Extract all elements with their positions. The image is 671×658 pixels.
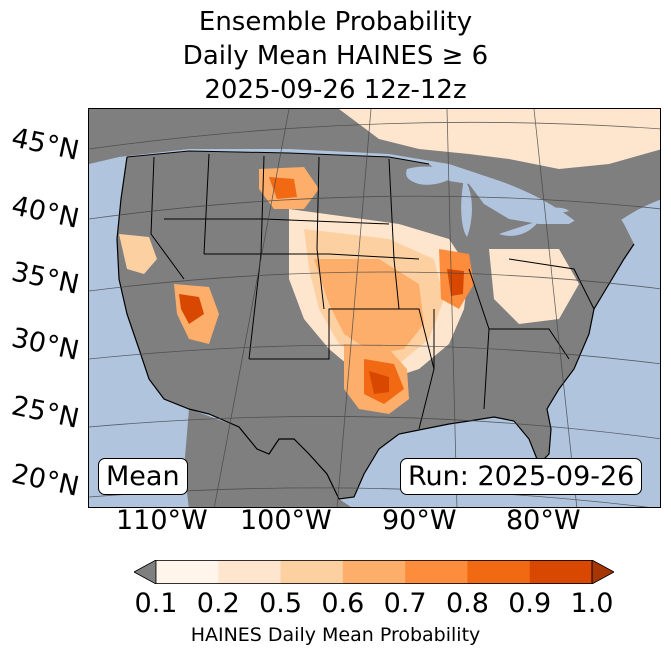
lon-label-90: 90°W [382,505,457,536]
colorbar-tick-label: 0.5 [259,588,303,619]
mexico-land [184,409,351,507]
lat-label-30: 30°N [8,322,82,367]
mean-label: Mean [98,458,188,495]
title-line-2: Daily Mean HAINES ≥ 6 [182,41,489,71]
run-label: Run: 2025-09-26 [400,458,643,495]
canada-prob-band [339,109,660,169]
colorbar-over-arrow [591,560,614,584]
lat-label-40: 40°N [8,190,82,235]
colorbar-tick-label: 0.2 [196,588,240,619]
lon-label-110: 110°W [116,505,208,536]
lat-label-25: 25°N [8,390,82,435]
probability-map [88,108,661,508]
prob-ohio-valley [489,249,579,324]
lake-erie [499,221,539,236]
lat-label-20: 20°N [8,458,82,503]
prob-arizona-max [179,294,204,324]
prob-texas-max [369,371,389,394]
colorbar-segment [280,560,344,584]
coastline [116,156,635,500]
colorbar-segment [529,560,593,584]
colorbar-segment [467,560,531,584]
colorbar-under-arrow [134,560,157,584]
colorbar-segment [218,560,282,584]
lon-label-100: 100°W [240,505,332,536]
lake-ontario [544,207,569,214]
lon-label-80: 80°W [506,505,581,536]
title-line-1: Ensemble Probability [198,7,473,37]
state-borders [126,150,595,430]
colorbar-tick-label: 0.6 [321,588,365,619]
colorbar-segment [156,560,219,584]
lake-superior [406,166,459,185]
colorbar-tick-label: 0.8 [445,588,489,619]
colorbar-tick-label: 0.1 [134,588,178,619]
title-line-3: 2025-09-26 12z-12z [204,75,467,105]
colorbar-segment [342,560,406,584]
graticule [89,109,660,507]
map-canvas [89,109,660,507]
colorbar-tick-label: 1.0 [570,588,614,619]
colorbar-label: HAINES Daily Mean Probability [190,624,481,646]
colorbar-tick-label: 0.9 [508,588,552,619]
colorbar-frame [155,560,593,584]
lat-label-45: 45°N [8,122,82,167]
prob-north-plains-core [269,177,297,199]
colorbar [134,560,614,584]
lake-michigan [461,179,472,237]
colorbar-tick-label: 0.7 [383,588,427,619]
lat-label-35: 35°N [8,256,82,301]
colorbar-segment [405,560,468,584]
prob-california [119,234,157,274]
